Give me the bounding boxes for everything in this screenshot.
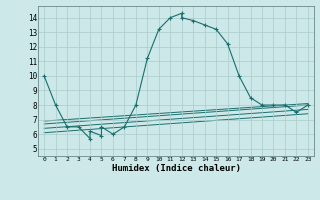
X-axis label: Humidex (Indice chaleur): Humidex (Indice chaleur) [111, 164, 241, 173]
